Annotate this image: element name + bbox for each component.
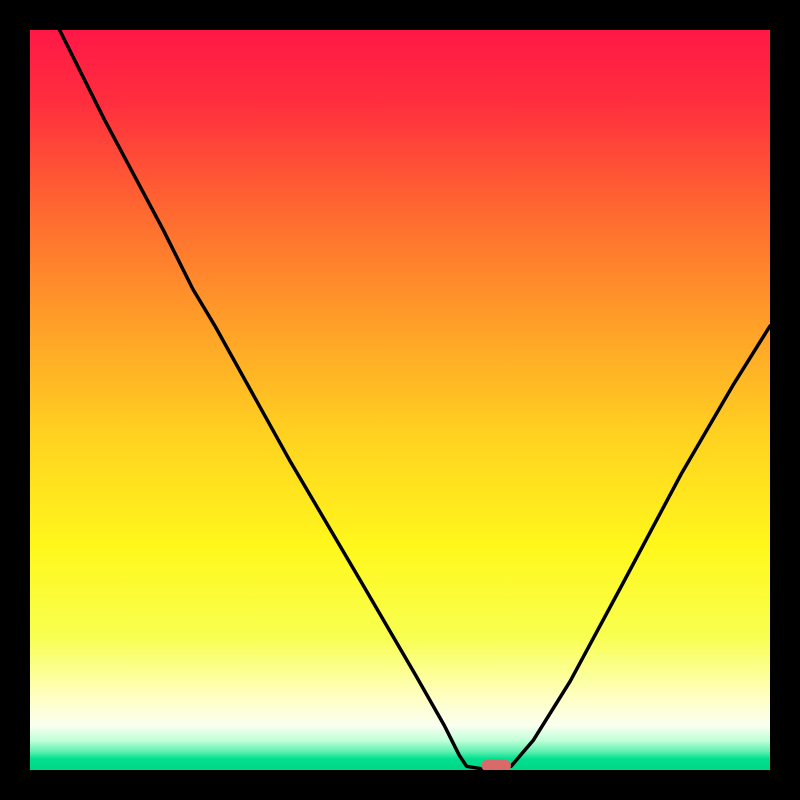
chart-background bbox=[30, 30, 770, 770]
chart-container: TheBottleneck.com bbox=[0, 0, 800, 800]
optimal-point bbox=[481, 760, 511, 772]
bottleneck-chart bbox=[0, 0, 800, 800]
